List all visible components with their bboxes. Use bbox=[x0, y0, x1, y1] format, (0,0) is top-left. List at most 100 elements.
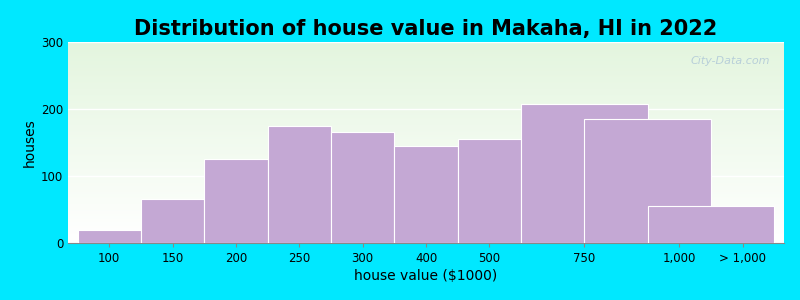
Bar bbox=[68, 130, 784, 131]
Bar bbox=[68, 56, 784, 57]
Bar bbox=[68, 88, 784, 89]
Bar bbox=[68, 86, 784, 87]
Bar bbox=[68, 178, 784, 179]
Bar bbox=[68, 120, 784, 122]
Bar bbox=[68, 102, 784, 103]
Bar bbox=[68, 77, 784, 78]
Bar bbox=[68, 191, 784, 192]
Bar bbox=[68, 163, 784, 164]
Bar bbox=[68, 93, 784, 94]
Bar bbox=[68, 70, 784, 71]
Text: City-Data.com: City-Data.com bbox=[690, 56, 770, 66]
Bar bbox=[68, 215, 784, 216]
Bar bbox=[68, 72, 784, 73]
Bar bbox=[68, 210, 784, 211]
Bar bbox=[648, 206, 774, 243]
Bar bbox=[68, 108, 784, 109]
Bar bbox=[68, 159, 784, 160]
Bar bbox=[68, 209, 784, 210]
Bar bbox=[68, 96, 784, 97]
Bar bbox=[68, 65, 784, 66]
Bar bbox=[68, 50, 784, 51]
Bar bbox=[68, 221, 784, 222]
Bar bbox=[68, 110, 784, 111]
Bar bbox=[68, 104, 784, 105]
Bar bbox=[68, 207, 784, 208]
Bar bbox=[68, 230, 784, 231]
Bar bbox=[68, 228, 784, 229]
Bar bbox=[68, 109, 784, 110]
Bar bbox=[68, 164, 784, 165]
Bar bbox=[68, 229, 784, 230]
Bar bbox=[68, 200, 784, 201]
Bar bbox=[68, 168, 784, 169]
Bar bbox=[68, 46, 784, 47]
Bar bbox=[204, 159, 267, 243]
Bar bbox=[68, 216, 784, 217]
Bar bbox=[68, 128, 784, 129]
Bar bbox=[68, 98, 784, 99]
X-axis label: house value ($1000): house value ($1000) bbox=[354, 269, 498, 283]
Bar bbox=[68, 165, 784, 166]
Bar bbox=[68, 112, 784, 113]
Bar bbox=[68, 169, 784, 170]
Bar bbox=[68, 78, 784, 79]
Bar bbox=[68, 118, 784, 119]
Bar bbox=[68, 140, 784, 142]
Bar bbox=[458, 139, 521, 243]
Bar bbox=[68, 113, 784, 114]
Bar bbox=[68, 166, 784, 167]
Bar bbox=[68, 176, 784, 177]
Bar bbox=[68, 211, 784, 212]
Bar bbox=[68, 63, 784, 64]
Bar bbox=[68, 174, 784, 175]
Bar bbox=[68, 81, 784, 82]
Bar bbox=[68, 105, 784, 106]
Bar bbox=[68, 183, 784, 184]
Bar bbox=[68, 80, 784, 81]
Bar bbox=[68, 169, 784, 171]
Bar bbox=[394, 146, 458, 243]
Bar bbox=[68, 202, 784, 203]
Bar bbox=[68, 60, 784, 61]
Bar bbox=[68, 194, 784, 195]
Bar bbox=[68, 185, 784, 186]
Bar bbox=[68, 227, 784, 228]
Bar bbox=[68, 213, 784, 214]
Title: Distribution of house value in Makaha, HI in 2022: Distribution of house value in Makaha, H… bbox=[134, 19, 718, 39]
Bar bbox=[68, 148, 784, 149]
Bar bbox=[68, 190, 784, 191]
Bar bbox=[68, 83, 784, 84]
Bar bbox=[585, 119, 711, 243]
Bar bbox=[68, 94, 784, 95]
Bar bbox=[68, 71, 784, 72]
Bar bbox=[68, 184, 784, 185]
Bar bbox=[68, 68, 784, 69]
Bar bbox=[68, 79, 784, 80]
Bar bbox=[68, 101, 784, 102]
Bar bbox=[68, 151, 784, 152]
Bar bbox=[78, 230, 141, 243]
Bar bbox=[68, 142, 784, 143]
Bar bbox=[68, 51, 784, 52]
Bar bbox=[68, 58, 784, 59]
Bar bbox=[68, 199, 784, 200]
Bar bbox=[141, 200, 204, 243]
Bar bbox=[68, 126, 784, 128]
Bar bbox=[68, 158, 784, 159]
Bar bbox=[68, 122, 784, 123]
Bar bbox=[68, 92, 784, 93]
Bar bbox=[68, 192, 784, 193]
Bar bbox=[68, 97, 784, 98]
Bar bbox=[68, 193, 784, 194]
Bar bbox=[68, 149, 784, 151]
Bar bbox=[68, 137, 784, 139]
Bar bbox=[68, 172, 784, 174]
Bar bbox=[68, 225, 784, 226]
Bar bbox=[68, 206, 784, 207]
Bar bbox=[68, 66, 784, 67]
Bar bbox=[68, 214, 784, 215]
Bar bbox=[68, 57, 784, 58]
Bar bbox=[68, 139, 784, 140]
Bar bbox=[68, 59, 784, 60]
